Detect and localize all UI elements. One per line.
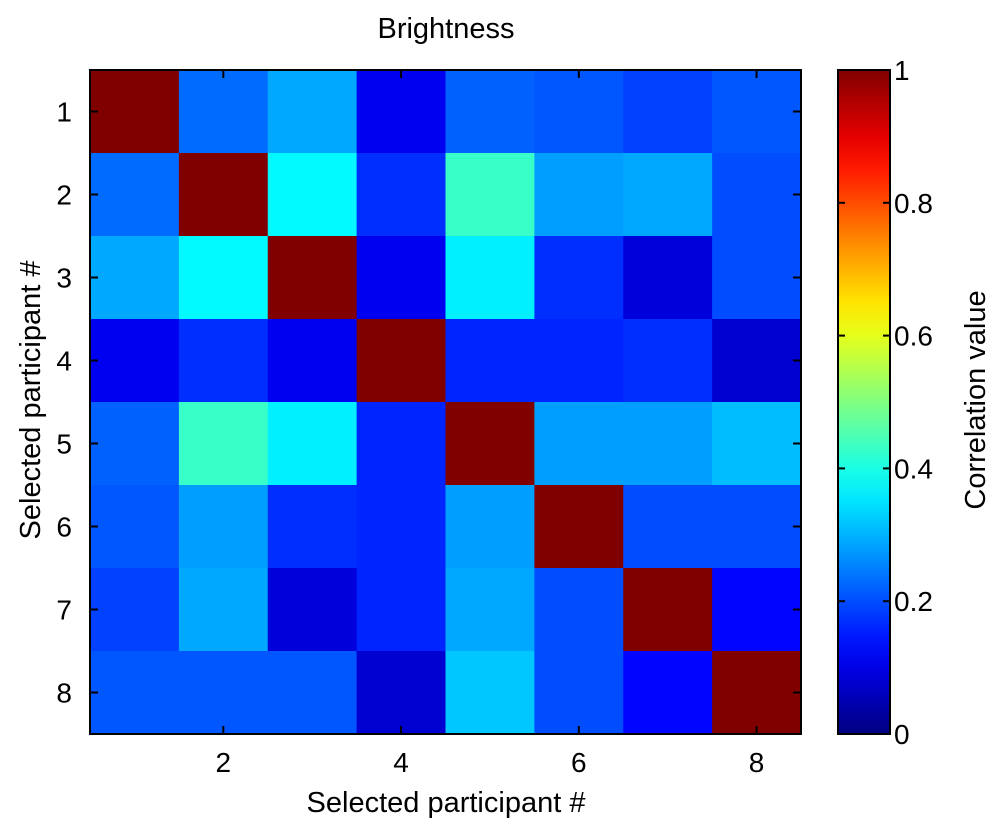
heatmap-cell — [534, 236, 624, 320]
heatmap-cell — [445, 402, 535, 486]
chart-title: Brightness — [377, 13, 514, 45]
y-axis-title: Selected participant # — [15, 261, 47, 540]
heatmap-cell — [267, 70, 358, 154]
colorbar-tick-label: 0.2 — [894, 586, 933, 617]
heatmap-cell — [178, 485, 269, 569]
heatmap-cell — [356, 485, 447, 569]
heatmap-cell — [445, 319, 535, 403]
heatmap-cell — [267, 568, 358, 652]
heatmap-cell — [178, 153, 269, 237]
heatmap-cells — [90, 70, 802, 735]
colorbar — [837, 69, 891, 735]
y-tick-label: 7 — [56, 595, 72, 626]
heatmap-cell — [534, 651, 624, 735]
heatmap-cell — [712, 485, 802, 569]
heatmap-cell — [712, 568, 802, 652]
heatmap-cell — [623, 651, 713, 735]
heatmap-cell — [178, 236, 269, 320]
heatmap-cell — [623, 319, 713, 403]
heatmap-cell — [90, 153, 180, 237]
heatmap-cell — [267, 319, 358, 403]
x-tick-label: 2 — [216, 747, 232, 778]
heatmap-cell — [623, 70, 713, 154]
heatmap-cell — [356, 153, 447, 237]
plot-frame — [89, 69, 802, 735]
heatmap-cell — [534, 402, 624, 486]
heatmap-cell — [178, 319, 269, 403]
colorbar-ticks: 0 0.2 0.4 0.6 0.8 1 — [838, 55, 933, 750]
heatmap-cell — [90, 651, 180, 735]
heatmap-cell — [356, 319, 447, 403]
heatmap-cell — [445, 70, 535, 154]
y-tick-label: 8 — [56, 678, 72, 709]
colorbar-title: Correlation value — [960, 290, 992, 509]
heatmap-cell — [623, 485, 713, 569]
heatmap-cell — [90, 236, 180, 320]
x-tick-label: 4 — [393, 747, 409, 778]
heatmap-cell — [712, 236, 802, 320]
colorbar-tick-label: 0.8 — [894, 188, 933, 219]
heatmap-cell — [712, 319, 802, 403]
heatmap-cell — [712, 402, 802, 486]
heatmap-cell — [90, 70, 180, 154]
heatmap-cell — [178, 402, 269, 486]
heatmap-cell — [712, 651, 802, 735]
heatmap-cell — [90, 319, 180, 403]
heatmap-cell — [356, 70, 447, 154]
y-tick-label: 5 — [56, 429, 72, 460]
heatmap-cell — [534, 70, 624, 154]
heatmap-cell — [178, 568, 269, 652]
heatmap-cell — [623, 153, 713, 237]
heatmap-cell — [534, 153, 624, 237]
y-tick-labels: 1 2 3 4 5 6 7 8 — [56, 97, 72, 709]
x-tick-labels: 2 4 6 8 — [216, 747, 765, 778]
colorbar-tick-label: 1 — [894, 55, 910, 86]
x-tick-label: 6 — [571, 747, 587, 778]
plot-ticks — [90, 70, 801, 734]
heatmap-cell — [534, 485, 624, 569]
heatmap-cell — [267, 651, 358, 735]
x-axis-title: Selected participant # — [307, 787, 586, 819]
y-tick-label: 6 — [56, 512, 72, 543]
heatmap-cell — [445, 651, 535, 735]
heatmap-cell — [445, 236, 535, 320]
heatmap-cell — [267, 485, 358, 569]
heatmap-cell — [712, 153, 802, 237]
heatmap-cell — [623, 402, 713, 486]
heatmap-cell — [90, 568, 180, 652]
heatmap-cell — [623, 236, 713, 320]
heatmap-cell — [534, 568, 624, 652]
heatmap-cell — [356, 402, 447, 486]
heatmap-cell — [356, 651, 447, 735]
y-tick-label: 1 — [56, 97, 72, 128]
heatmap-cell — [356, 568, 447, 652]
heatmap-cell — [356, 236, 447, 320]
heatmap-cell — [623, 568, 713, 652]
colorbar-tick-label: 0.6 — [894, 321, 933, 352]
x-tick-label: 8 — [749, 747, 765, 778]
colorbar-tick-label: 0.4 — [894, 453, 933, 484]
heatmap-cell — [267, 153, 358, 237]
heatmap-cell — [178, 651, 269, 735]
y-tick-label: 2 — [56, 180, 72, 211]
heatmap-cell — [267, 402, 358, 486]
heatmap-cell — [445, 568, 535, 652]
y-tick-label: 3 — [56, 263, 72, 294]
heatmap-cell — [90, 402, 180, 486]
heatmap-cell — [712, 70, 802, 154]
heatmap-cell — [90, 485, 180, 569]
heatmap-cell — [534, 319, 624, 403]
y-tick-label: 4 — [56, 346, 72, 377]
heatmap-cell — [445, 485, 535, 569]
heatmap-cell — [445, 153, 535, 237]
colorbar-tick-label: 0 — [894, 719, 910, 750]
heatmap-cell — [267, 236, 358, 320]
heatmap-cell — [178, 70, 269, 154]
